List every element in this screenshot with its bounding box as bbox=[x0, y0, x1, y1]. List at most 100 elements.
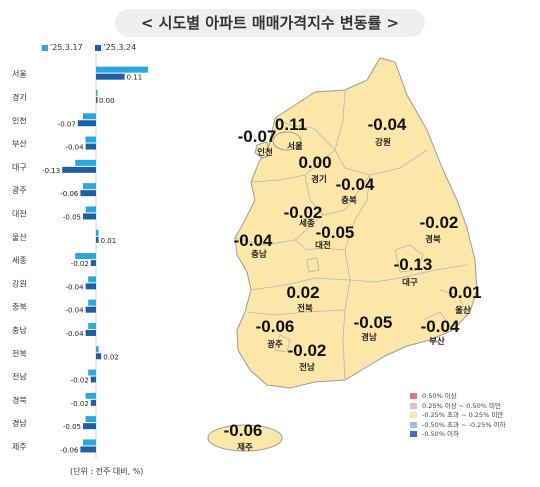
unit-note: (단위 : 전주 대비, %) bbox=[70, 467, 144, 476]
map-value-label: 0.02 bbox=[286, 283, 319, 302]
bar-legend: '25.3.17 '25.3.24 bbox=[42, 43, 136, 52]
data-label: -0.05 bbox=[63, 423, 81, 431]
category-label: 전북 bbox=[12, 348, 27, 358]
bar-series1 bbox=[85, 416, 96, 423]
map-key-label: -0.50% 초과 ~ -0.25% 이하 bbox=[422, 420, 506, 429]
legend-label-series2: '25.3.24 bbox=[103, 43, 137, 52]
bar-series1 bbox=[75, 253, 96, 260]
data-label: -0.07 bbox=[58, 120, 76, 128]
bar-series1 bbox=[88, 369, 96, 376]
bar-series2 bbox=[90, 260, 96, 267]
bar-series1 bbox=[85, 392, 96, 399]
korea-map: -0.07인천0.11서울0.00경기-0.04강원-0.04충북-0.02세종… bbox=[207, 57, 482, 453]
map-region-name: 경기 bbox=[311, 174, 327, 185]
data-label: 0.01 bbox=[101, 237, 117, 245]
bar-series2 bbox=[90, 399, 96, 406]
bar-series1 bbox=[85, 136, 96, 143]
map-value-label: -0.02 bbox=[420, 213, 459, 232]
data-label: -0.13 bbox=[42, 167, 60, 175]
bar-series2 bbox=[85, 143, 96, 150]
category-label: 세종 bbox=[12, 256, 27, 265]
data-label: -0.06 bbox=[60, 446, 79, 454]
bar-series2 bbox=[96, 96, 98, 103]
category-label: 충북 bbox=[12, 303, 27, 312]
category-label: 전남 bbox=[12, 372, 27, 382]
map-key-swatch bbox=[410, 421, 417, 428]
map-region-name: 충북 bbox=[341, 195, 357, 206]
category-label: 서울 bbox=[12, 70, 27, 79]
category-label: 경기 bbox=[12, 92, 27, 102]
category-label: 경북 bbox=[12, 395, 27, 405]
bar-chart: 서울 0.11 경기 0.00 인천 -0.07 부산 -0.04 대구 -0.13 광주 -0.06… bbox=[12, 54, 148, 459]
bar-series2 bbox=[96, 353, 102, 360]
category-label: 울산 bbox=[12, 232, 27, 242]
category-label: 광주 bbox=[12, 185, 27, 195]
bar-series2 bbox=[85, 329, 96, 336]
map-value-label: -0.02 bbox=[284, 203, 323, 222]
map-borders bbox=[234, 89, 468, 381]
data-label: 0.02 bbox=[103, 353, 119, 361]
map-key-item: 0.50% 이상 bbox=[410, 392, 506, 402]
data-label: -0.02 bbox=[71, 377, 89, 385]
map-region-name: 경북 bbox=[425, 234, 441, 245]
map-key-label: -0.25% 초과 ~ 0.25% 미만 bbox=[422, 411, 504, 419]
map-region-name: 전남 bbox=[299, 362, 315, 373]
map-region-seoul bbox=[272, 131, 302, 151]
data-label: 0.11 bbox=[127, 74, 143, 82]
map-key-item: -0.50% 초과 ~ -0.25% 이하 bbox=[410, 421, 506, 431]
map-region-name: 전북 bbox=[297, 303, 313, 314]
category-label: 인천 bbox=[12, 115, 27, 125]
bar-series1 bbox=[88, 299, 96, 306]
map-value-label: -0.06 bbox=[224, 421, 263, 440]
map-key-item: -0.25% 초과 ~ 0.25% 미만 bbox=[410, 411, 506, 421]
map-region-incheon bbox=[254, 141, 271, 159]
map-region-name: 대전 bbox=[315, 240, 331, 251]
map-key-item: 0.25% 이상 ~ 0.50% 미만 bbox=[410, 402, 506, 412]
map-region-name: 인천 bbox=[257, 147, 273, 158]
bar-series1 bbox=[96, 229, 99, 236]
map-value-label: -0.13 bbox=[394, 255, 433, 274]
bar-series1 bbox=[83, 183, 96, 190]
bar-series1 bbox=[85, 206, 96, 213]
map-key-label: 0.25% 이상 ~ 0.50% 미만 bbox=[422, 401, 501, 410]
bar-series2 bbox=[90, 376, 96, 383]
bar-series1 bbox=[96, 89, 98, 96]
bar-series1 bbox=[88, 322, 96, 329]
map-value-label: -0.04 bbox=[336, 175, 375, 194]
map-region-name: 울산 bbox=[455, 305, 471, 316]
legend-swatch-series2 bbox=[95, 44, 102, 51]
data-label: -0.04 bbox=[65, 307, 84, 315]
data-label: -0.05 bbox=[63, 213, 81, 221]
chart-title: < 시도별 아파트 매매가격지수 변동률 > bbox=[115, 9, 425, 37]
data-label: -0.04 bbox=[65, 283, 84, 291]
bar-series2 bbox=[77, 120, 96, 127]
map-value-label: 0.00 bbox=[298, 153, 331, 172]
map-value-label: -0.04 bbox=[421, 317, 460, 336]
legend-label-series1: '25.3.17 bbox=[50, 43, 83, 52]
map-region-name: 충남 bbox=[251, 249, 267, 260]
data-label: -0.04 bbox=[65, 144, 84, 152]
bar-series2 bbox=[83, 213, 96, 220]
map-region-name: 광주 bbox=[267, 339, 283, 350]
map-key: 0.50% 이상 0.25% 이상 ~ 0.50% 미만 -0.25% 초과 ~ 0… bbox=[410, 392, 506, 440]
bar-series1 bbox=[83, 439, 96, 446]
map-key-label: 0.50% 이상 bbox=[422, 392, 457, 400]
bar-series2 bbox=[83, 423, 96, 430]
data-label: -0.02 bbox=[71, 400, 89, 408]
map-value-label: -0.04 bbox=[234, 231, 273, 250]
bar-series2 bbox=[80, 446, 96, 453]
map-region-name: 경남 bbox=[361, 332, 377, 343]
map-region-name: 서울 bbox=[287, 141, 303, 152]
map-key-swatch bbox=[410, 402, 417, 409]
map-value-label: -0.05 bbox=[316, 223, 355, 242]
category-label: 부산 bbox=[12, 139, 27, 149]
map-value-label: -0.07 bbox=[238, 127, 277, 146]
map-key-swatch bbox=[410, 431, 417, 437]
map-region-name: 제주 bbox=[237, 442, 253, 453]
bar-series1 bbox=[75, 159, 96, 166]
map-regions bbox=[207, 57, 478, 452]
category-label: 경남 bbox=[12, 418, 27, 428]
map-value-label: 0.11 bbox=[275, 115, 307, 134]
bar-series2 bbox=[85, 306, 96, 313]
map-region-name: 부산 bbox=[429, 336, 445, 347]
